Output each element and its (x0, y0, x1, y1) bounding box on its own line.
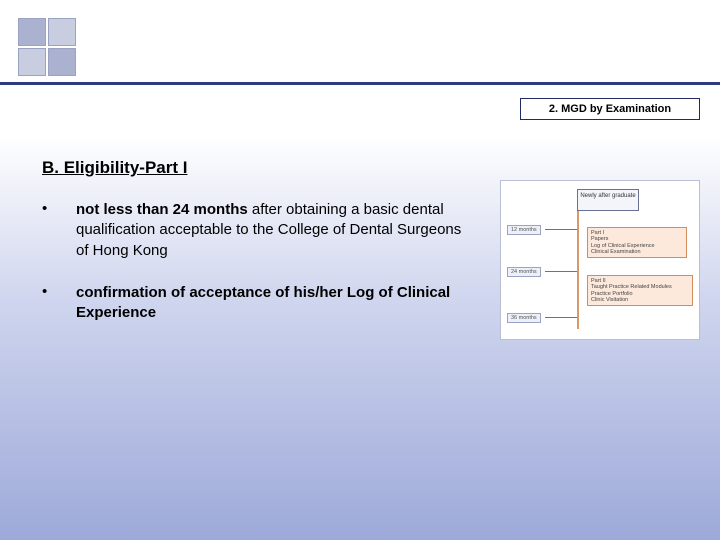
part2-line: Clinic Visitation (591, 297, 689, 303)
bullet-bold: confirmation of acceptance of his/her Lo… (76, 284, 450, 321)
diagram-connector (545, 271, 577, 272)
section-title: B. Eligibility-Part I (42, 158, 187, 178)
bullet-bold: not less than 24 months (76, 201, 248, 218)
diagram-part2-box: Part II Taught Practice Related Modules … (587, 275, 693, 306)
bullet-dot: • (42, 283, 76, 324)
timeline-diagram: Newly after graduate 12 months 24 months… (500, 180, 700, 340)
diagram-left-label: 24 months (507, 267, 541, 277)
slide: 2. MGD by Examination B. Eligibility-Par… (0, 0, 720, 540)
bullet-dot: • (42, 200, 76, 261)
diagram-vline (577, 211, 579, 329)
header-rule (0, 82, 720, 85)
bullet-text: confirmation of acceptance of his/her Lo… (76, 283, 472, 324)
list-item: • not less than 24 months after obtainin… (42, 200, 472, 261)
part1-line: Clinical Examination (591, 249, 683, 255)
diagram-connector (545, 317, 577, 318)
diagram-part1-box: Part I Papers Log of Clinical Experience… (587, 227, 687, 258)
diagram-left-label: 12 months (507, 225, 541, 235)
diagram-left-label: 36 months (507, 313, 541, 323)
diagram-top-box: Newly after graduate (577, 189, 639, 211)
diagram-connector (545, 229, 577, 230)
corner-decoration (18, 18, 76, 76)
section-tab: 2. MGD by Examination (520, 98, 700, 120)
bullet-text: not less than 24 months after obtaining … (76, 200, 472, 261)
section-tab-label: 2. MGD by Examination (549, 103, 671, 115)
bullet-list: • not less than 24 months after obtainin… (42, 200, 472, 345)
list-item: • confirmation of acceptance of his/her … (42, 283, 472, 324)
